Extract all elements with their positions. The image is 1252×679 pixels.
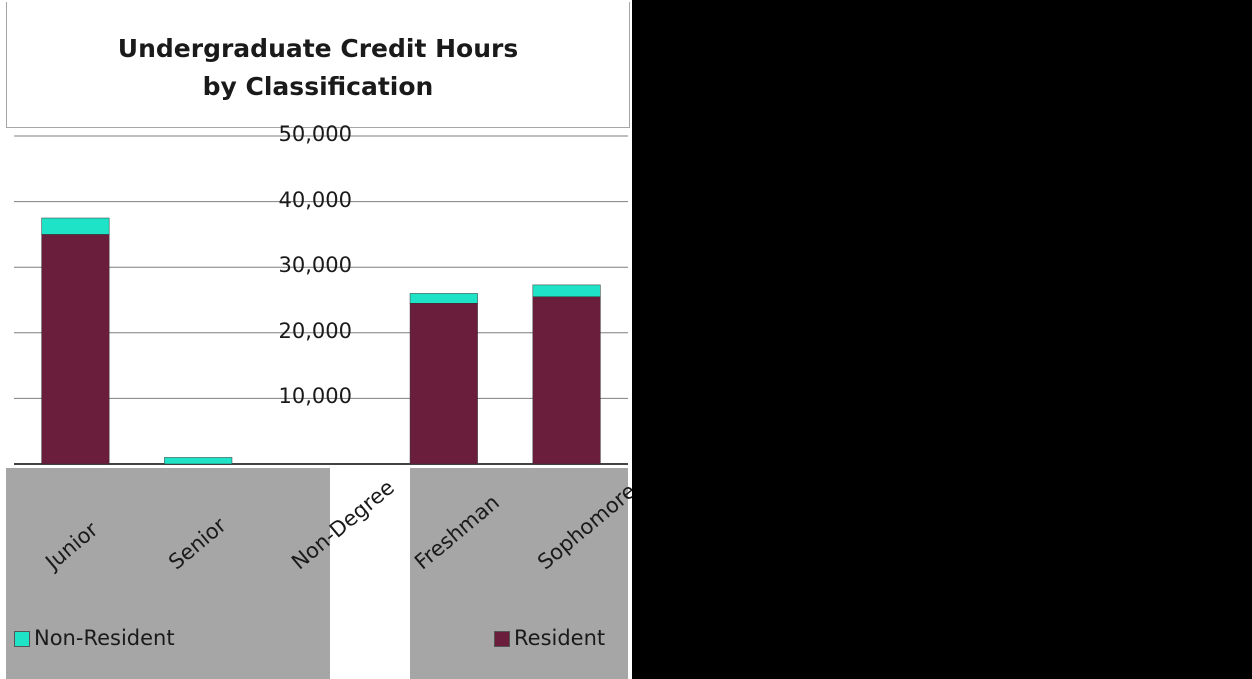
bar-resident — [41, 234, 110, 465]
empty-black-area — [632, 0, 1252, 679]
bar-non-resident — [532, 284, 601, 297]
y-tick-label: 10,000 — [278, 384, 352, 409]
y-tick-label: 20,000 — [278, 318, 352, 343]
chart-panel: Undergraduate Credit Hours by Classifica… — [0, 0, 632, 679]
legend-item-non-resident: Non-Resident — [14, 626, 175, 650]
category-axis-band — [410, 468, 628, 679]
chart-title-box — [6, 2, 630, 128]
y-tick-label: 40,000 — [278, 187, 352, 212]
bar-non-resident — [409, 293, 478, 304]
legend-label: Resident — [514, 626, 606, 650]
bar-resident — [532, 296, 601, 465]
chart-title-line-1: Undergraduate Credit Hours — [117, 34, 519, 63]
category-axis-band — [6, 468, 330, 679]
chart-title-line-2: by Classification — [202, 72, 434, 101]
legend-swatch-non-resident — [14, 631, 30, 647]
bar-non-resident — [41, 217, 110, 235]
y-tick-label: 30,000 — [278, 253, 352, 278]
bar-resident — [409, 303, 478, 465]
y-tick-label: 50,000 — [278, 122, 352, 146]
legend-swatch-resident — [494, 631, 510, 647]
legend-item-resident: Resident — [494, 626, 605, 650]
chart-plot — [6, 135, 628, 679]
bar-non-resident — [164, 457, 233, 465]
legend-label: Non-Resident — [34, 626, 175, 650]
